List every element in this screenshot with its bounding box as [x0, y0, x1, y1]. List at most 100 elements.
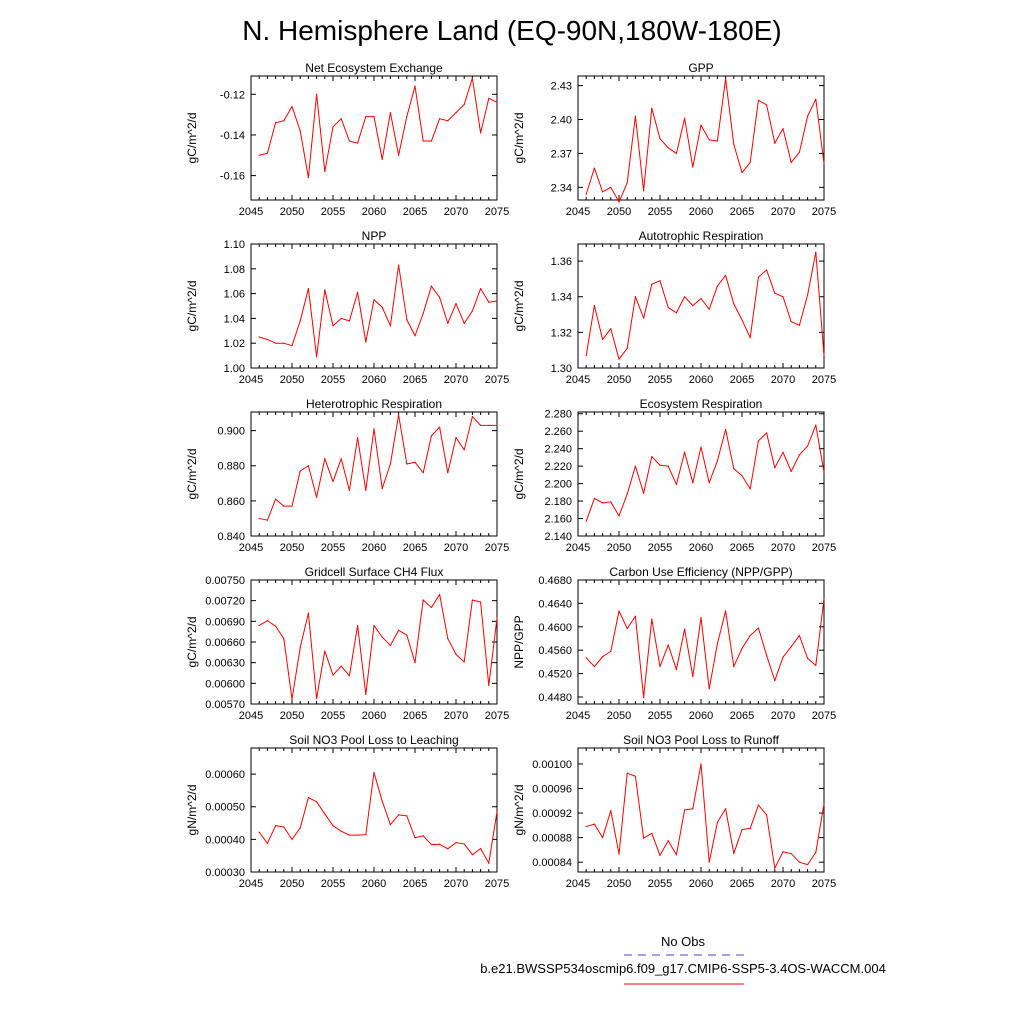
data-point: [626, 347, 628, 349]
data-point: [733, 468, 735, 470]
data-point: [340, 665, 342, 667]
y-tick-label: 0.00660: [205, 637, 245, 649]
x-tick-label: 2065: [730, 542, 754, 554]
x-tick-label: 2065: [730, 206, 754, 218]
y-tick-label: 1.00: [224, 363, 245, 375]
y-tick-label: 1.08: [224, 264, 245, 276]
data-point: [455, 653, 457, 656]
x-tick-label: 2050: [607, 878, 631, 890]
y-tick-label: 2.260: [544, 426, 572, 438]
panel-title: Net Ecosystem Exchange: [305, 61, 443, 75]
data-point: [749, 488, 751, 490]
data-point: [741, 172, 743, 174]
chart-panel: Net Ecosystem Exchange gC/m^2/d 2045 2050 20…: [185, 61, 509, 218]
data-point: [406, 815, 408, 817]
data-point: [348, 675, 350, 677]
data-point: [496, 101, 498, 104]
data-point: [275, 342, 277, 344]
data-point: [299, 320, 301, 322]
y-tick-label: 0.880: [217, 461, 245, 473]
data-point: [430, 140, 432, 142]
data-point: [488, 301, 490, 303]
x-tick-label: 2055: [648, 542, 672, 554]
y-tick-label: 2.34: [551, 182, 572, 194]
data-point: [414, 85, 416, 87]
data-point: [692, 808, 694, 810]
data-point: [626, 182, 628, 184]
data-point: [340, 317, 342, 319]
data-point: [790, 852, 792, 855]
data-point: [348, 320, 350, 322]
data-point: [266, 519, 268, 521]
data-point: [316, 93, 318, 95]
data-point: [782, 656, 784, 658]
x-tick-label: 2075: [485, 374, 509, 386]
data-point: [675, 854, 678, 856]
x-tick-label: 2070: [444, 542, 468, 554]
data-point: [749, 827, 751, 830]
plot-frame: [250, 243, 498, 369]
data-point: [807, 864, 809, 866]
data-point: [373, 116, 375, 118]
y-tick-label: 0.00100: [532, 759, 572, 771]
data-point: [643, 492, 645, 494]
data-point: [266, 620, 268, 622]
y-tick-label: -0.16: [220, 171, 245, 183]
data-point: [471, 415, 473, 418]
y-tick-label: 0.4480: [538, 692, 572, 704]
y-tick-label: 0.00630: [205, 658, 245, 670]
data-point: [365, 341, 367, 343]
data-point: [782, 296, 784, 298]
data-point: [480, 847, 482, 850]
x-tick-label: 2045: [239, 542, 263, 554]
y-tick-label: 0.840: [217, 531, 245, 543]
data-point: [316, 697, 318, 700]
data-point: [258, 517, 260, 520]
data-point: [823, 471, 825, 473]
data-point: [602, 338, 604, 341]
data-point: [725, 808, 727, 810]
data-point: [480, 424, 482, 426]
data-point: [610, 810, 612, 812]
y-tick-label: -0.12: [220, 89, 245, 101]
data-point: [480, 288, 482, 290]
x-tick-label: 2050: [607, 206, 631, 218]
figure-title: N. Hemisphere Land (EQ-90N,180W-180E): [242, 15, 782, 46]
y-axis-label: gC/m^2/d: [512, 449, 526, 500]
data-point: [716, 140, 719, 142]
data-point: [626, 493, 628, 495]
data-point: [430, 606, 432, 609]
data-point: [675, 312, 678, 314]
data-point: [741, 475, 743, 477]
data-point: [307, 177, 309, 179]
data-point: [815, 98, 817, 100]
data-point: [283, 826, 285, 828]
data-point: [774, 142, 776, 144]
y-tick-label: 0.4640: [538, 598, 572, 610]
y-tick-label: 1.30: [551, 363, 572, 375]
data-point: [447, 120, 449, 122]
data-point: [496, 617, 498, 619]
y-tick-label: 0.00096: [532, 784, 572, 796]
data-point: [593, 497, 596, 500]
data-point: [258, 831, 260, 833]
data-point: [618, 358, 620, 360]
x-tick-label: 2050: [607, 710, 631, 722]
data-point: [708, 139, 710, 141]
y-axis-label: gC/m^2/d: [185, 113, 199, 164]
data-point: [348, 489, 350, 491]
x-tick-label: 2045: [566, 374, 590, 386]
data-point: [332, 325, 334, 327]
data-point: [480, 601, 482, 603]
data-point: [659, 280, 661, 282]
x-tick-label: 2065: [730, 878, 754, 890]
y-tick-label: 0.00600: [205, 678, 245, 690]
data-point: [708, 861, 710, 863]
data-point: [725, 274, 727, 276]
data-point: [365, 116, 367, 118]
data-point: [324, 458, 326, 460]
data-point: [389, 463, 391, 465]
series-line: [585, 78, 825, 203]
data-point: [455, 437, 457, 439]
data-point: [684, 296, 686, 298]
